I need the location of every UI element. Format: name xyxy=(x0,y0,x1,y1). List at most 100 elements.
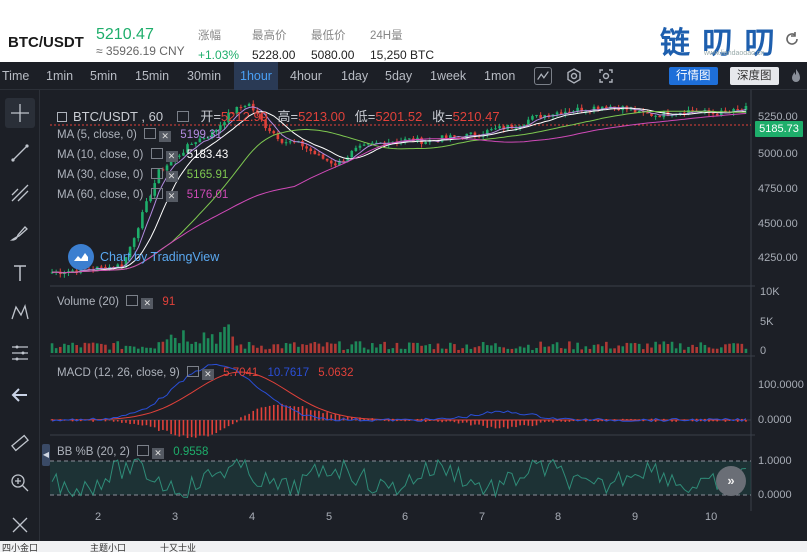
volume-bar xyxy=(453,344,456,353)
price-cny: ≈ 35926.19 CNY xyxy=(96,44,185,58)
candle-body xyxy=(724,110,727,112)
remove-indicator-icon[interactable]: ✕ xyxy=(159,131,172,142)
chart-type-icon[interactable] xyxy=(534,67,552,85)
candle-body xyxy=(169,161,173,166)
volume-bar xyxy=(444,348,448,353)
bottom-strip-text: 四小金口 xyxy=(2,543,39,552)
ruler-tool[interactable] xyxy=(5,428,35,458)
time-tick: 5 xyxy=(326,511,333,523)
ma-label-text: MA (10, close, 0) xyxy=(57,149,144,161)
tf-1mon[interactable]: 1mon xyxy=(484,69,516,83)
refresh-icon[interactable] xyxy=(783,30,801,48)
volume-bar xyxy=(366,349,370,353)
screenshot-icon[interactable] xyxy=(597,67,615,85)
time-tick: 4 xyxy=(249,511,256,523)
open-label: 开= xyxy=(200,109,221,124)
candle-body xyxy=(145,201,148,213)
watermark-text: Chart by TradingView xyxy=(100,250,220,264)
volume-bar xyxy=(247,341,251,353)
back-tool[interactable] xyxy=(5,380,35,410)
tf-1day[interactable]: 1day xyxy=(341,69,369,83)
settings-mini-icon[interactable] xyxy=(176,111,189,122)
candle-body xyxy=(132,238,136,247)
macd-histogram-bar xyxy=(334,413,337,421)
hide-drawings-tool[interactable] xyxy=(5,508,35,538)
remove-indicator-icon[interactable]: ✕ xyxy=(165,171,178,182)
volume-bar xyxy=(420,345,423,353)
tf-5day[interactable]: 5day xyxy=(385,69,413,83)
candle-body xyxy=(124,257,128,267)
fib-tool[interactable] xyxy=(5,178,35,208)
settings-mini-icon[interactable] xyxy=(144,128,157,139)
settings-mini-icon[interactable] xyxy=(150,168,163,179)
bb-label: BB %B (20, 2) ✕ 0.9558 xyxy=(57,445,208,459)
candle-body xyxy=(153,183,156,196)
settings-icon[interactable] xyxy=(565,67,583,85)
macd-histogram-bar xyxy=(745,420,747,422)
remove-indicator-icon[interactable]: ✕ xyxy=(201,369,214,380)
candle-body xyxy=(301,141,304,147)
volume-bar xyxy=(136,348,140,353)
tf-15min[interactable]: 15min xyxy=(135,69,170,83)
macd-histogram-bar xyxy=(424,420,427,423)
tf-5min[interactable]: 5min xyxy=(90,69,118,83)
text-tool[interactable] xyxy=(5,258,35,288)
volume-bar xyxy=(490,345,493,353)
macd-label-text: MACD (12, 26, close, 9) xyxy=(57,367,180,379)
macd-histogram-bar xyxy=(71,420,74,422)
tf-1min[interactable]: 1min xyxy=(46,69,74,83)
zoom-tool[interactable] xyxy=(5,468,35,498)
stat-value: 15,250 BTC xyxy=(370,48,435,62)
view-market-button[interactable]: 行情图 xyxy=(669,67,718,85)
settings-mini-icon[interactable] xyxy=(126,295,139,306)
tf-30min[interactable]: 30min xyxy=(187,69,222,83)
macd-histogram-bar xyxy=(404,420,406,422)
volume-bar xyxy=(198,343,202,353)
candle-body xyxy=(227,112,230,123)
candle-body xyxy=(223,122,226,126)
macd-histogram-bar xyxy=(342,417,345,421)
volume-bar xyxy=(67,345,70,353)
volume-bar xyxy=(711,348,715,353)
candle-body xyxy=(510,124,514,129)
volume-bar xyxy=(506,348,510,353)
candle-body xyxy=(629,109,633,111)
collapse-legend-icon[interactable] xyxy=(57,112,67,122)
volume-bar xyxy=(699,342,703,353)
measure-tool[interactable] xyxy=(5,338,35,368)
macd-histogram-bar xyxy=(129,420,131,425)
back-arrow-icon xyxy=(11,388,27,402)
volume-bar xyxy=(416,342,419,353)
volume-bar xyxy=(728,343,731,353)
tf-1week[interactable]: 1week xyxy=(430,69,467,83)
pattern-tool[interactable] xyxy=(5,298,35,328)
tf-1hour[interactable]: 1hour xyxy=(234,62,278,90)
remove-indicator-icon[interactable]: ✕ xyxy=(141,298,154,309)
tf-time[interactable]: Time xyxy=(2,69,30,83)
macd-histogram-bar xyxy=(568,420,571,422)
macd-histogram-bar xyxy=(453,420,456,423)
settings-mini-icon[interactable] xyxy=(150,148,163,159)
price-chart[interactable] xyxy=(50,90,755,511)
scroll-to-latest-button[interactable]: » xyxy=(716,466,746,496)
macd-histogram-bar xyxy=(724,420,727,422)
macd-histogram-bar xyxy=(387,420,390,422)
crosshair-tool[interactable] xyxy=(5,98,35,128)
remove-indicator-icon[interactable]: ✕ xyxy=(165,191,178,202)
settings-mini-icon[interactable] xyxy=(137,445,150,456)
remove-indicator-icon[interactable]: ✕ xyxy=(165,151,178,162)
macd-histogram-bar xyxy=(601,420,604,422)
collapse-toolbar-button[interactable]: ◀ xyxy=(42,444,50,466)
candle-body xyxy=(366,143,370,145)
tf-4hour[interactable]: 4hour xyxy=(290,69,322,83)
macd-histogram-bar xyxy=(51,419,53,421)
settings-mini-icon[interactable] xyxy=(186,366,199,377)
volume-bar xyxy=(194,341,198,353)
time-tick: 6 xyxy=(402,511,409,523)
brush-tool[interactable] xyxy=(5,218,35,248)
remove-indicator-icon[interactable]: ✕ xyxy=(152,448,165,459)
trend-line-tool[interactable] xyxy=(5,138,35,168)
settings-mini-icon[interactable] xyxy=(150,188,163,199)
view-depth-button[interactable]: 深度图 xyxy=(730,67,779,85)
macd-histogram-bar xyxy=(227,420,230,427)
